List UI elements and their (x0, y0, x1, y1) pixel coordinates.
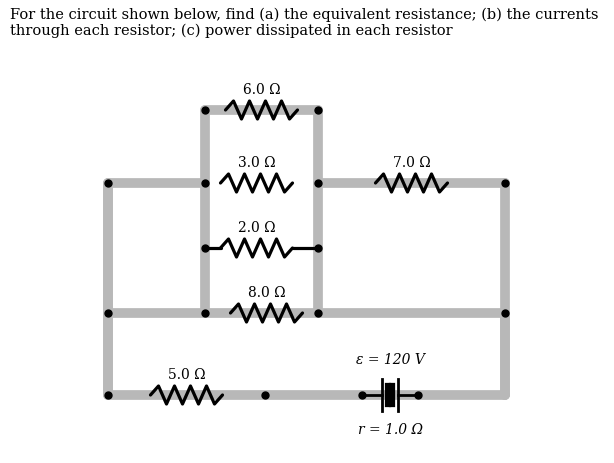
Text: 2.0 Ω: 2.0 Ω (238, 221, 275, 235)
Text: ε = 120 V: ε = 120 V (356, 353, 424, 367)
Text: r = 1.0 Ω: r = 1.0 Ω (357, 423, 422, 437)
Text: 6.0 Ω: 6.0 Ω (243, 83, 281, 97)
Text: 8.0 Ω: 8.0 Ω (247, 286, 286, 300)
Text: For the circuit shown below, find (a) the equivalent resistance; (b) the current: For the circuit shown below, find (a) th… (10, 8, 599, 22)
Text: 3.0 Ω: 3.0 Ω (238, 156, 275, 170)
Text: 5.0 Ω: 5.0 Ω (168, 368, 205, 382)
Text: through each resistor; (c) power dissipated in each resistor: through each resistor; (c) power dissipa… (10, 24, 453, 38)
Text: 7.0 Ω: 7.0 Ω (392, 156, 430, 170)
